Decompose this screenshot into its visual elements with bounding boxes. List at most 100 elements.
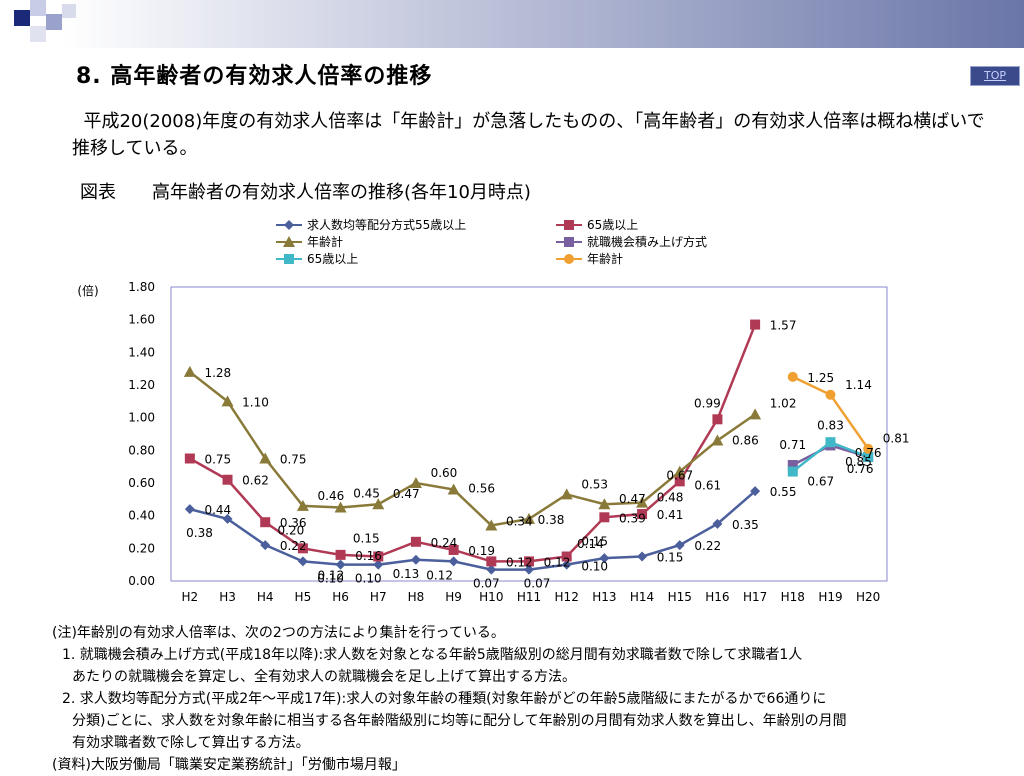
data-point — [711, 434, 724, 446]
data-point — [410, 554, 421, 565]
legend-label: 年齢計 — [307, 234, 343, 249]
data-point — [712, 414, 723, 425]
data-point — [335, 549, 346, 560]
data-point — [863, 451, 874, 462]
data-point — [560, 488, 573, 500]
data-point — [523, 512, 535, 524]
legend-marker — [564, 254, 574, 264]
data-label: 0.76 — [847, 462, 874, 476]
x-tick-label: H2 — [182, 590, 199, 604]
data-point — [825, 389, 836, 400]
legend-label: 年齢計 — [587, 251, 623, 266]
data-point — [373, 551, 384, 562]
data-point — [260, 540, 271, 551]
data-label: 0.62 — [242, 474, 269, 488]
x-tick-label: H17 — [743, 590, 767, 604]
data-label: 0.15 — [353, 532, 380, 546]
data-label: 0.55 — [770, 485, 797, 499]
data-point — [524, 564, 534, 575]
logo-square-5 — [62, 4, 76, 18]
x-tick-label: H8 — [408, 590, 425, 604]
data-point — [447, 483, 460, 495]
data-point — [448, 544, 459, 555]
data-label: 0.86 — [732, 434, 759, 448]
data-label: 0.12 — [506, 555, 533, 569]
note-line-3: 2. 求人数均等配分方式(平成2年〜平成17年):求人の対象年齢の種類(対象年齢… — [62, 691, 827, 707]
y-tick-label: 1.20 — [128, 378, 155, 392]
top-link-button[interactable]: TOP — [970, 66, 1020, 86]
data-point — [674, 540, 685, 551]
data-label: 0.81 — [883, 432, 910, 446]
data-label: 0.41 — [657, 508, 684, 522]
x-tick-label: H12 — [555, 590, 579, 604]
y-tick-label: 0.00 — [128, 574, 155, 588]
note-line-2: あたりの就職機会を算定し、全有効求人の就職機会を足し上げて算出する方法。 — [72, 669, 576, 685]
x-tick-label: H16 — [705, 590, 729, 604]
figure-title: 図表 高年齢者の有効求人倍率の推移(各年10月時点) — [80, 182, 531, 203]
legend-marker — [283, 236, 295, 247]
data-label: 0.67 — [807, 475, 834, 489]
data-point — [673, 465, 686, 477]
note-line-6: (資料)大阪労働局「職業安定業務統計」「労働市場月報」 — [52, 757, 406, 773]
series-line — [189, 490, 756, 571]
data-label: 0.10 — [581, 560, 608, 574]
legend-label: 65歳以上 — [587, 218, 638, 232]
data-label: 0.07 — [524, 577, 551, 591]
x-tick-label: H6 — [332, 590, 349, 604]
legend-marker — [284, 254, 294, 264]
data-label: 1.57 — [770, 319, 797, 333]
y-tick-label: 1.00 — [128, 411, 155, 425]
data-point — [637, 509, 648, 520]
data-label: 0.10 — [355, 572, 382, 586]
x-tick-label: H3 — [219, 590, 236, 604]
data-point — [296, 499, 309, 511]
x-tick-label: H7 — [370, 590, 387, 604]
data-point — [335, 559, 346, 570]
data-point — [297, 543, 308, 554]
data-point — [297, 556, 308, 567]
data-label: 0.44 — [204, 503, 231, 517]
data-point — [561, 551, 572, 562]
x-tick-label: H13 — [592, 590, 616, 604]
data-point — [448, 556, 459, 567]
data-point — [524, 556, 534, 567]
data-label: 0.56 — [468, 482, 495, 496]
data-point — [599, 512, 610, 523]
data-label: 0.48 — [657, 491, 684, 505]
legend-label: 65歳以上 — [307, 252, 358, 266]
data-label: 0.22 — [280, 539, 307, 553]
logo-square-2 — [30, 0, 46, 16]
y-tick-label: 1.80 — [128, 280, 155, 294]
data-point — [787, 371, 798, 382]
data-label: 0.46 — [318, 489, 345, 503]
data-label: 0.12 — [426, 568, 453, 582]
data-label: 0.47 — [619, 492, 646, 506]
y-axis-label: (倍) — [77, 283, 98, 298]
data-point — [260, 517, 271, 528]
series-line — [189, 370, 756, 527]
data-label: 0.36 — [280, 516, 307, 530]
data-label: 0.99 — [694, 396, 721, 410]
logo-square-1 — [14, 10, 30, 26]
data-point — [825, 437, 836, 448]
data-label: 0.53 — [581, 477, 608, 491]
data-label: 0.20 — [278, 523, 305, 537]
data-point — [372, 498, 385, 510]
logo-square-4 — [30, 26, 46, 42]
data-label: 0.12 — [544, 555, 571, 569]
intro-text: 平成20(2008)年度の有効求人倍率は「年齢計」が急落したものの、「高年齢者」… — [72, 111, 985, 159]
x-tick-label: H20 — [856, 590, 880, 604]
note-line-0: (注)年齢別の有効求人倍率は、次の2つの方法により集計を行っている。 — [52, 625, 505, 641]
data-point — [674, 476, 685, 487]
data-label: 0.34 — [506, 514, 533, 528]
y-tick-label: 0.80 — [128, 443, 155, 457]
note-line-4: 分類)ごとに、求人数を対象年齢に相当する各年齢階級別に均等に配分して年齢別の月間… — [72, 713, 847, 729]
data-point — [222, 474, 233, 485]
data-point — [334, 501, 347, 513]
data-point — [486, 564, 497, 575]
data-label: 0.75 — [280, 453, 307, 467]
data-point — [749, 408, 762, 420]
data-point — [787, 460, 798, 471]
